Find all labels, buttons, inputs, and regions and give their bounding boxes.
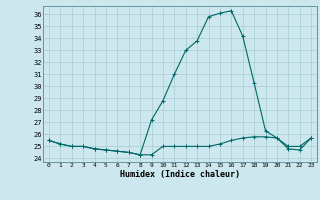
X-axis label: Humidex (Indice chaleur): Humidex (Indice chaleur) xyxy=(120,170,240,179)
